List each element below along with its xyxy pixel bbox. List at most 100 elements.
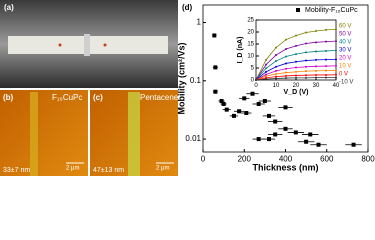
panel-label: (b) bbox=[3, 93, 14, 102]
y-axis-label: Mobility (cm²/Vs) bbox=[177, 42, 187, 114]
point bbox=[283, 105, 288, 110]
point bbox=[285, 38, 287, 41]
series-label: 30 V bbox=[339, 48, 351, 54]
point bbox=[265, 67, 267, 70]
point bbox=[244, 111, 249, 116]
point bbox=[267, 113, 271, 118]
x-axis-label: V_D (V) bbox=[284, 89, 309, 96]
thickness-label: 47±13 nm bbox=[93, 167, 124, 174]
point bbox=[237, 109, 242, 114]
point bbox=[305, 31, 307, 34]
point bbox=[335, 40, 337, 43]
y-axis-label: I_D (nA) bbox=[237, 37, 244, 64]
material-label: Pentacene bbox=[140, 93, 179, 102]
point bbox=[316, 142, 321, 147]
point bbox=[315, 73, 317, 76]
series-label: 0 V bbox=[339, 72, 348, 78]
material-label: F₁₆CuPc bbox=[52, 93, 82, 102]
point bbox=[325, 69, 327, 72]
point bbox=[285, 77, 287, 80]
point bbox=[265, 70, 267, 73]
point bbox=[304, 139, 309, 144]
y-tick-label: 5 bbox=[251, 66, 255, 72]
point bbox=[325, 58, 327, 61]
point bbox=[315, 30, 317, 33]
point bbox=[275, 75, 277, 78]
point bbox=[275, 60, 277, 63]
point bbox=[255, 79, 257, 81]
point bbox=[265, 73, 267, 76]
point bbox=[305, 51, 307, 54]
figure: (a) (b) F₁₆CuPc 2 μm 33±7 nm (c) Pentace… bbox=[0, 0, 375, 176]
y-tick-label: 25 bbox=[247, 18, 254, 24]
series-label: -10 V bbox=[339, 80, 353, 86]
point bbox=[325, 65, 327, 68]
point bbox=[295, 34, 297, 37]
series-label: 20 V bbox=[339, 56, 351, 62]
series-label: 40 V bbox=[339, 40, 351, 46]
x-axis-label: Thickness (nm) bbox=[252, 162, 318, 172]
point bbox=[275, 54, 277, 57]
point bbox=[224, 107, 229, 112]
point bbox=[315, 65, 317, 68]
point bbox=[285, 55, 287, 58]
point bbox=[273, 119, 278, 124]
point bbox=[250, 91, 255, 96]
point bbox=[305, 76, 307, 79]
point bbox=[212, 33, 217, 38]
x-tick-label: 200 bbox=[238, 154, 252, 163]
legend-marker bbox=[296, 8, 300, 12]
afm-b: (b) F₁₆CuPc 2 μm 33±7 nm bbox=[0, 90, 88, 176]
point bbox=[275, 73, 277, 75]
y-tick-label: 15 bbox=[247, 42, 254, 48]
x-tick-label: 400 bbox=[279, 154, 293, 163]
point bbox=[295, 66, 297, 69]
point bbox=[295, 53, 297, 56]
point bbox=[295, 44, 297, 47]
point bbox=[285, 48, 287, 51]
point bbox=[221, 101, 226, 106]
point bbox=[275, 77, 277, 80]
point bbox=[325, 73, 327, 76]
scale-label: 2 μm bbox=[156, 166, 169, 172]
point bbox=[315, 58, 317, 61]
point bbox=[283, 126, 288, 131]
point bbox=[262, 99, 267, 104]
point bbox=[335, 76, 337, 79]
x-tick-label: 0 bbox=[201, 154, 206, 163]
y-tick-label: 10 bbox=[247, 54, 254, 60]
point bbox=[242, 96, 247, 101]
x-tick-label: 800 bbox=[361, 154, 375, 163]
point bbox=[213, 65, 218, 70]
point bbox=[305, 74, 307, 77]
point bbox=[315, 69, 317, 72]
point bbox=[213, 89, 218, 94]
page: {"images":{"a":{"label":"(a)"}, "b":{"la… bbox=[0, 0, 375, 176]
panel-label: (d) bbox=[182, 3, 193, 12]
thickness-label: 33±7 nm bbox=[3, 167, 30, 174]
point bbox=[315, 76, 317, 79]
point bbox=[275, 65, 277, 68]
x-tick-label: 600 bbox=[320, 154, 334, 163]
point bbox=[285, 71, 287, 74]
point bbox=[219, 99, 224, 104]
point bbox=[335, 28, 337, 31]
point bbox=[275, 69, 277, 72]
point bbox=[293, 130, 298, 135]
x-tick-label: 0 bbox=[254, 83, 258, 89]
panel-label: (a) bbox=[4, 3, 14, 12]
x-tick-label: 30 bbox=[313, 83, 320, 89]
series-label: 50 V bbox=[339, 32, 351, 38]
point bbox=[305, 42, 307, 45]
point bbox=[315, 41, 317, 44]
legend-label: Mobility-F₁₆CuPc bbox=[305, 7, 358, 14]
x-tick-label: 20 bbox=[293, 83, 300, 89]
point bbox=[295, 70, 297, 73]
series-label: 60 V bbox=[339, 24, 351, 30]
point bbox=[275, 46, 277, 49]
photo-a: (a) bbox=[0, 0, 178, 88]
series-label: 10 V bbox=[339, 64, 351, 70]
point bbox=[265, 63, 267, 66]
point bbox=[285, 62, 287, 65]
point bbox=[335, 69, 337, 72]
